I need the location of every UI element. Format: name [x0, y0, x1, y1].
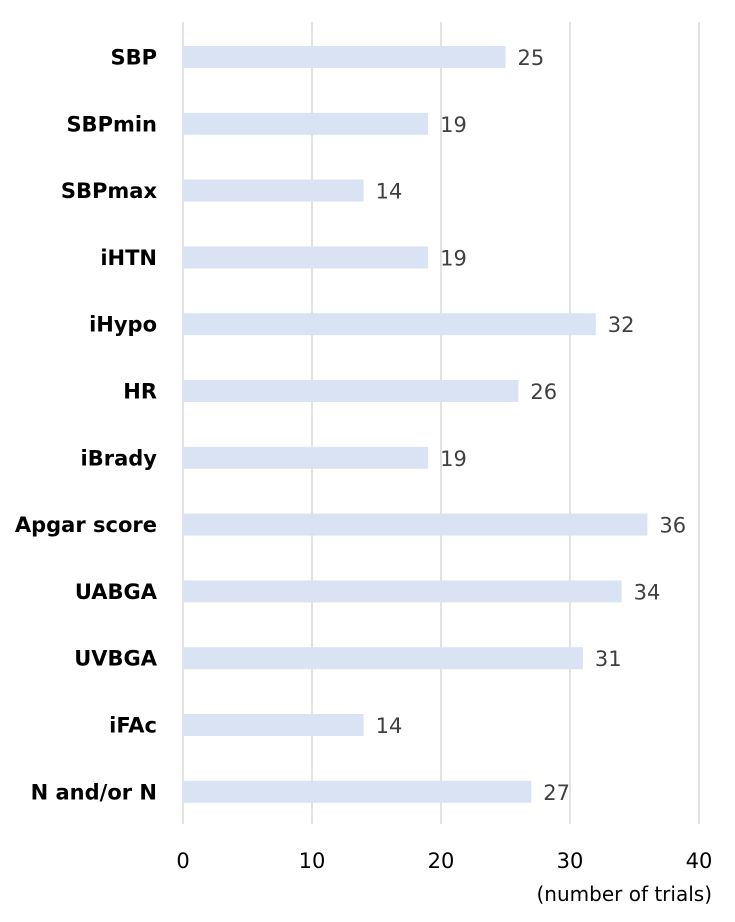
category-label: SBP: [110, 46, 157, 70]
bar-uvbga: [183, 647, 583, 670]
category-label: UABGA: [75, 580, 158, 604]
category-label: iHypo: [89, 313, 157, 337]
x-axis-tick-labels: 0 10 20 30 40: [176, 849, 712, 873]
bar-ibrady: [183, 446, 429, 469]
data-label: 19: [440, 246, 467, 270]
bar-sbpmin: [183, 112, 429, 135]
x-tick-label: 10: [299, 849, 326, 873]
data-label: 14: [376, 714, 403, 738]
data-label: 36: [659, 514, 686, 538]
bar-sbpmax: [183, 179, 364, 202]
data-label: 34: [634, 580, 661, 604]
gridlines: [182, 22, 700, 824]
bar-uabga: [183, 580, 622, 603]
data-label: 19: [440, 113, 467, 137]
data-label: 31: [595, 647, 622, 671]
bar-ihtn: [183, 246, 429, 269]
bar-ifac: [183, 714, 364, 736]
x-axis-label: (number of trials): [536, 882, 712, 906]
data-label: 25: [518, 46, 545, 70]
data-label: 14: [376, 180, 403, 204]
category-label: N and/or N: [31, 780, 157, 804]
category-label: iHTN: [100, 246, 157, 270]
bar-apgar-score: [183, 513, 648, 536]
bar-hr: [183, 380, 519, 402]
category-label: UVBGA: [74, 647, 158, 671]
x-tick-label: 30: [557, 849, 584, 873]
category-label: HR: [123, 380, 157, 404]
bar-ihypo: [183, 313, 596, 336]
bars: [183, 46, 648, 803]
data-label: 32: [608, 313, 635, 337]
x-tick-label: 40: [686, 849, 713, 873]
bar-sbp: [183, 46, 506, 68]
data-label: 19: [440, 447, 467, 471]
data-label: 26: [530, 380, 557, 404]
value-labels: 25 19 14 19 32 26 19 36 34 31 14 27: [376, 46, 687, 805]
category-labels: SBP SBPmin SBPmax iHTN iHypo HR iBrady Apgar sc…: [15, 46, 158, 805]
category-label: SBPmax: [61, 179, 158, 203]
category-label: Apgar score: [15, 513, 157, 537]
category-label: SBPmin: [66, 112, 157, 136]
category-label: iFAc: [109, 714, 157, 738]
x-tick-label: 0: [176, 849, 189, 873]
bar-n-and-or-n: [183, 780, 532, 803]
data-label: 27: [543, 781, 570, 805]
x-tick-label: 20: [428, 849, 455, 873]
category-label: iBrady: [81, 446, 158, 470]
